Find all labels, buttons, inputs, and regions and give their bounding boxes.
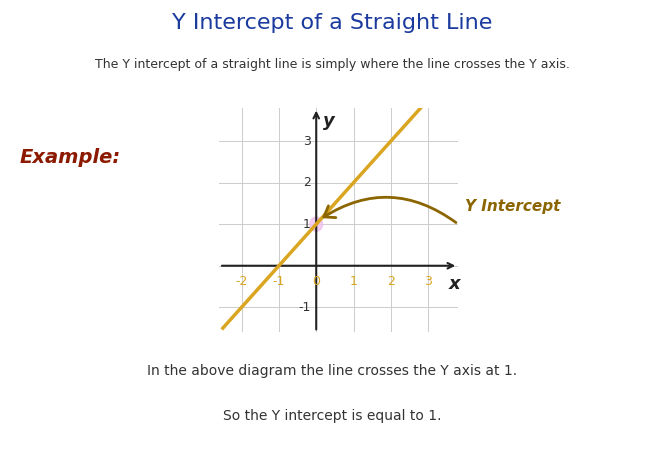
Text: Y Intercept: Y Intercept (465, 199, 560, 214)
Text: 2: 2 (387, 275, 395, 288)
Text: 0: 0 (312, 275, 320, 288)
Text: Example:: Example: (20, 148, 121, 167)
Text: -2: -2 (235, 275, 248, 288)
Text: 3: 3 (424, 275, 432, 288)
Text: In the above diagram the line crosses the Y axis at 1.: In the above diagram the line crosses th… (147, 364, 517, 378)
Text: Y Intercept of a Straight Line: Y Intercept of a Straight Line (172, 13, 492, 34)
Text: -1: -1 (273, 275, 285, 288)
Text: The Y intercept of a straight line is simply where the line crosses the Y axis.: The Y intercept of a straight line is si… (94, 58, 570, 71)
Text: x: x (449, 275, 460, 293)
Text: 1: 1 (350, 275, 357, 288)
Text: -1: -1 (298, 301, 311, 314)
Circle shape (310, 217, 323, 231)
Text: 2: 2 (303, 176, 311, 189)
Text: 1: 1 (303, 218, 311, 231)
Text: So the Y intercept is equal to 1.: So the Y intercept is equal to 1. (222, 409, 442, 423)
Text: 3: 3 (303, 135, 311, 148)
Text: y: y (323, 112, 335, 130)
